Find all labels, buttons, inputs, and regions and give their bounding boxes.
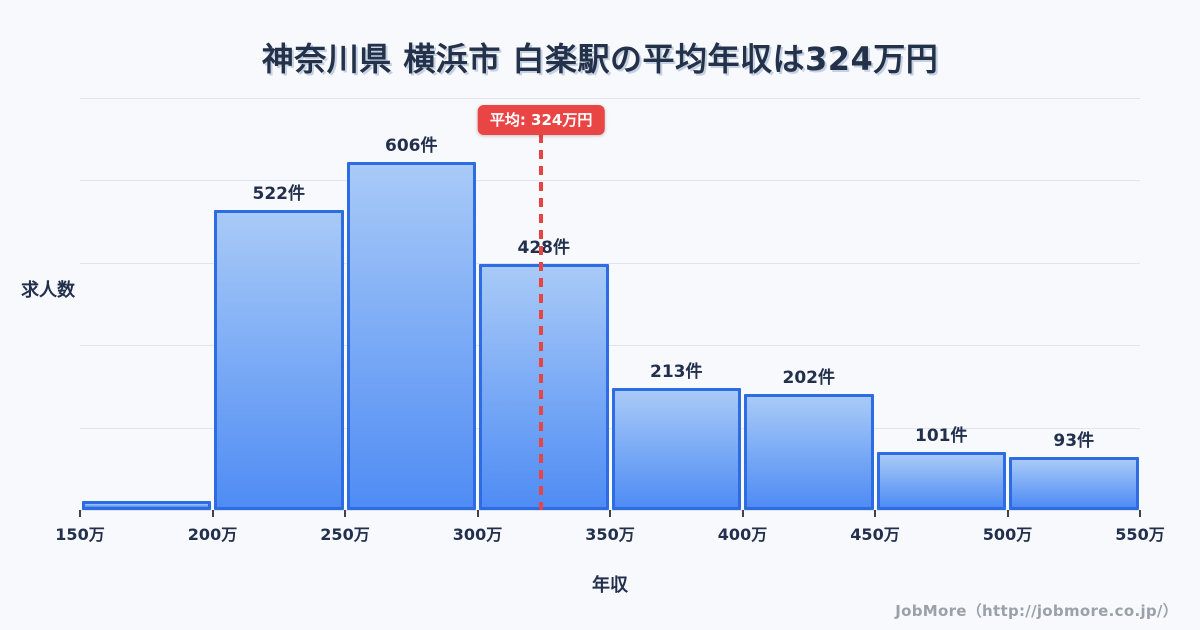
- bar: [876, 452, 1006, 510]
- plot-area: 平均: 324万円 522件 606件 428件 213件 202件 101件 93件 150…: [55, 98, 1165, 544]
- x-tick-label: 500万: [982, 525, 1033, 544]
- y-axis-label: 求人数: [21, 280, 75, 301]
- x-tick: [211, 510, 214, 517]
- bar-value-label: 93件: [1053, 431, 1095, 451]
- bar-value-label: 522件: [252, 184, 306, 204]
- gridline: [80, 98, 1140, 99]
- bar: [1009, 457, 1139, 510]
- page-title: 神奈川県 横浜市 白楽駅の平均年収は324万円: [261, 40, 939, 78]
- x-tick: [79, 510, 81, 517]
- bar-value-label: 213件: [650, 362, 703, 382]
- average-line: [539, 134, 544, 510]
- gridline: [80, 427, 1140, 429]
- bar-value-label: 202件: [782, 368, 836, 388]
- bar-value-label: 606件: [385, 136, 438, 156]
- x-tick-label: 550万: [1115, 525, 1165, 544]
- bar-value-label: 428件: [517, 238, 571, 258]
- gridline: [80, 345, 1140, 347]
- x-tick-label: 300万: [452, 525, 503, 544]
- bar: [214, 210, 344, 510]
- x-tick-label: 250万: [320, 525, 370, 544]
- bar-value-label: 101件: [915, 426, 968, 446]
- footer-credit: JobMore（http://jobmore.co.jp/）: [895, 602, 1178, 620]
- x-tick: [874, 510, 876, 517]
- x-tick-label: 200万: [187, 525, 238, 544]
- bar: [346, 162, 476, 510]
- x-tick: [1139, 510, 1141, 517]
- x-tick: [741, 510, 744, 517]
- x-tick: [1006, 510, 1009, 517]
- gridline: [80, 262, 1140, 264]
- bar: [479, 264, 609, 510]
- x-axis-label: 年収: [592, 575, 628, 596]
- x-tick-label: 150万: [55, 525, 105, 544]
- x-tick-label: 450万: [850, 525, 900, 544]
- average-badge: 平均: 324万円: [477, 105, 605, 135]
- x-tick: [476, 510, 479, 517]
- x-tick: [344, 510, 346, 517]
- x-tick-label: 400万: [717, 525, 768, 544]
- x-tick: [609, 510, 611, 517]
- bar: [744, 394, 874, 510]
- bar: [81, 501, 211, 510]
- gridline: [80, 180, 1140, 182]
- bar: [611, 388, 741, 510]
- x-tick-label: 350万: [585, 525, 635, 544]
